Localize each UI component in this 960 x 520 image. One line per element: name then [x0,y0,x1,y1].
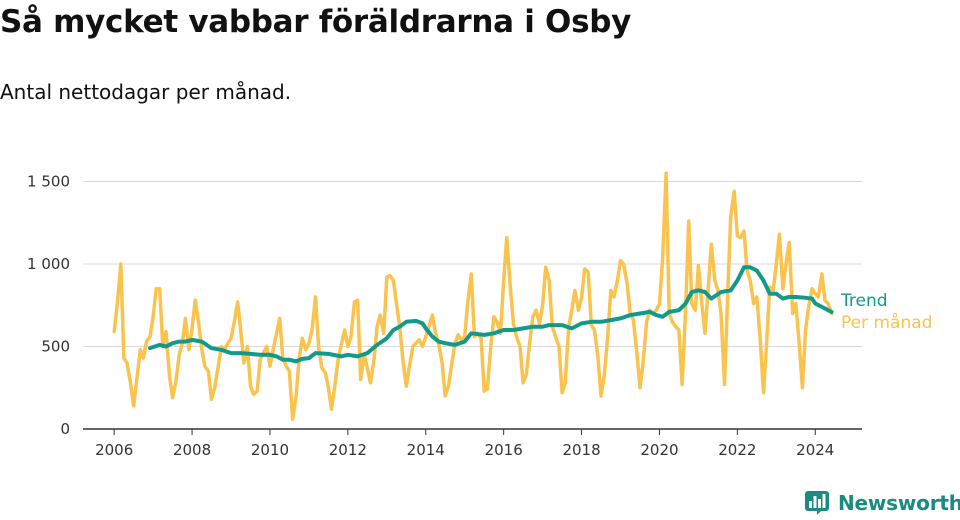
series [112,171,834,421]
x-tick-label: 2020 [640,441,678,459]
x-tick-label: 2022 [718,441,756,459]
x-tick-label: 2016 [485,441,523,459]
x-axis: 2006 2008 2010 2012 2014 2016 2018 2020 2022 2024 [83,428,862,459]
gridlines: 0 500 1 000 1 500 [27,173,862,438]
y-tick-label: 1 000 [27,255,70,273]
chart-subtitle: Antal nettodagar per månad. [0,80,292,104]
y-tick-label: 0 [60,420,70,438]
monthly-line [112,171,834,421]
x-tick-label: 2012 [329,441,367,459]
monthly-series-label: Per månad [841,312,932,333]
trend-series-label: Trend [840,291,888,311]
x-tick-label: 2008 [173,441,211,459]
brand-name: Newsworthy [838,491,960,515]
x-tick-label: 2024 [796,441,834,459]
bar-chart-speech-bubble-icon [805,491,829,515]
y-tick-label: 1 500 [27,173,70,191]
y-tick-label: 500 [41,338,70,356]
x-tick-label: 2014 [407,441,445,459]
trend-line [148,265,834,364]
chart-title: Så mycket vabbar föräldrarna i Osby [0,4,632,40]
x-tick-label: 2018 [562,441,600,459]
x-tick-label: 2006 [95,441,133,459]
newsworthy-brand[interactable]: Newsworthy [804,488,960,518]
x-tick-label: 2010 [251,441,289,459]
